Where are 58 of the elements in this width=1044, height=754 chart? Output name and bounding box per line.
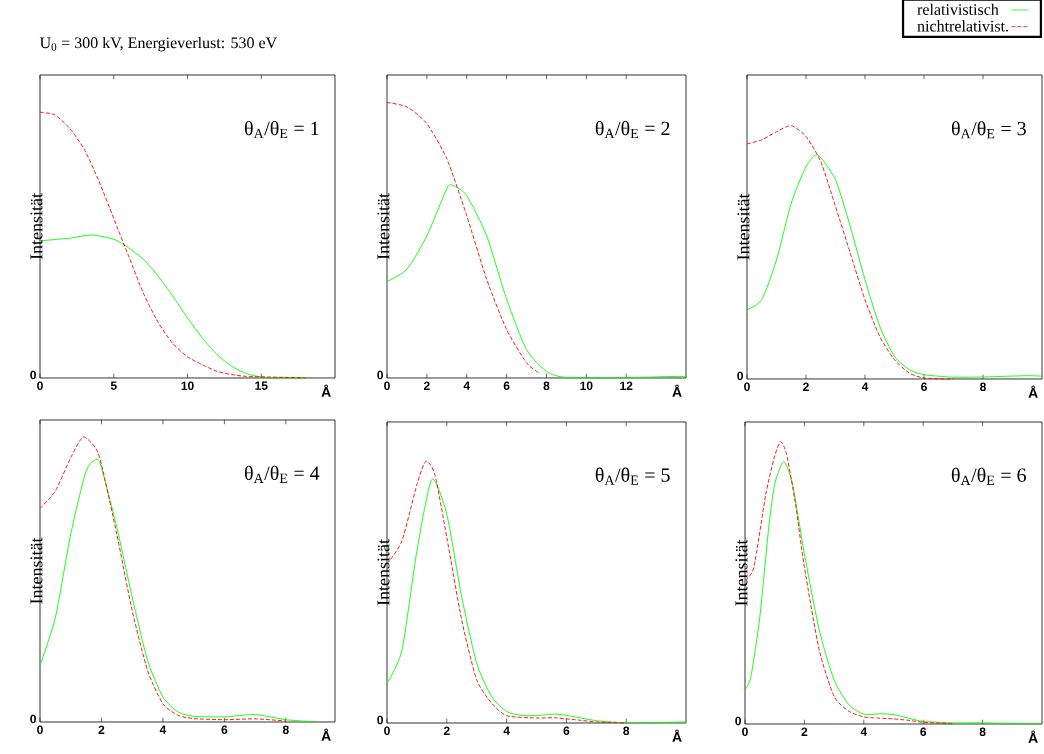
x-tick-label: 8: [623, 726, 630, 736]
x-tick-label: 0: [37, 725, 43, 735]
x-tick-label: 4: [503, 726, 510, 735]
x-tick-label: 5: [110, 381, 117, 390]
x-tick-label: 6: [921, 382, 927, 392]
x-tick-label: 8: [979, 727, 986, 737]
x-tick-label: 2: [443, 726, 450, 735]
y-axis-title: Intensität: [377, 193, 390, 260]
annotation: θ$_{A}$/θ$_{E}$ = 3: [951, 121, 1026, 139]
annotation: θ$_{A}$/θ$_{E}$ = 1: [244, 120, 319, 139]
x-tick-label: 4: [860, 727, 868, 736]
x-tick-label: 0: [37, 381, 43, 391]
x-axis-title: Å: [672, 384, 682, 397]
text: 0: [737, 371, 743, 381]
x-tick-label: 0: [742, 727, 748, 737]
x-tick-label: 15: [255, 381, 268, 390]
text: 0: [377, 715, 383, 725]
annotation: θ$_{A}$/θ$_{E}$ = 5: [595, 467, 670, 485]
y-axis-title: Intensität: [30, 193, 43, 260]
text: 0: [377, 370, 383, 380]
x-tick-label: 0: [744, 382, 750, 392]
annotation: θ$_{A}$/θ$_{E}$ = 6: [951, 467, 1026, 485]
x-tick-label: 6: [920, 727, 927, 737]
x-tick-label: 2: [801, 727, 808, 736]
y-axis-title: Intensität: [30, 537, 43, 604]
y-axis-title: Intensität: [737, 193, 750, 260]
text: 0: [30, 370, 36, 380]
x-tick-label: 6: [221, 725, 228, 735]
x-axis-title: Å: [321, 728, 331, 741]
chart-title: U$_{0}$ = 300 kV, Energieverlust: 530 eV: [39, 36, 277, 52]
x-tick-label: 6: [503, 381, 510, 391]
legend-label: nichtrelativist.: [917, 20, 1008, 32]
text: 0: [735, 716, 741, 726]
x-axis-title: Å: [672, 729, 682, 742]
x-axis-title: Å: [1028, 385, 1038, 398]
x-tick-label: 4: [159, 725, 167, 734]
annotation: θ$_{A}$/θ$_{E}$ = 4: [244, 465, 320, 483]
x-tick-label: 2: [98, 725, 105, 734]
x-tick-label: 0: [384, 726, 390, 736]
y-axis-title: Intensität: [377, 539, 390, 606]
x-tick-label: 4: [861, 382, 869, 391]
x-axis-title: Å: [1028, 730, 1038, 743]
legend-label: relativistisch: [917, 3, 999, 15]
x-tick-label: 4: [463, 381, 471, 390]
x-tick-label: 10: [181, 381, 194, 391]
x-tick-label: 2: [803, 382, 809, 391]
x-tick-label: 2: [423, 381, 430, 390]
annotation: θ$_{A}$/θ$_{E}$ = 2: [595, 120, 670, 139]
x-tick-label: 8: [282, 725, 289, 735]
y-axis-title: Intensität: [735, 539, 748, 606]
x-tick-label: 8: [980, 382, 986, 392]
x-tick-label: 8: [543, 381, 550, 391]
x-axis-title: Å: [321, 384, 331, 397]
x-tick-label: 0: [384, 381, 390, 391]
x-tick-label: 12: [620, 381, 633, 390]
text: 0: [30, 714, 36, 724]
x-tick-label: 10: [580, 381, 593, 391]
x-tick-label: 6: [563, 726, 570, 736]
